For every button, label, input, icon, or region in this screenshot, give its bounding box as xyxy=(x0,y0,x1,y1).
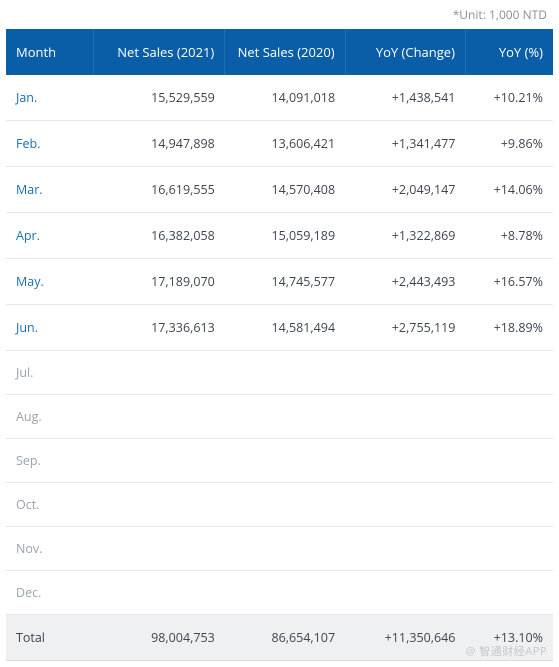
cell-value: 14,745,577 xyxy=(225,259,345,305)
table-row: Jul. xyxy=(6,351,553,395)
cell-value xyxy=(465,483,553,527)
col-yoy-change: YoY (Change) xyxy=(345,29,465,75)
cell-value: 17,189,070 xyxy=(94,259,225,305)
cell-value: 17,336,613 xyxy=(94,305,225,351)
cell-value xyxy=(345,571,465,615)
cell-month: Oct. xyxy=(6,483,94,527)
cell-value xyxy=(94,571,225,615)
cell-value xyxy=(345,483,465,527)
cell-month: Jun. xyxy=(6,305,94,351)
cell-value xyxy=(94,483,225,527)
cell-value: 14,947,898 xyxy=(94,121,225,167)
cell-value: +16.57% xyxy=(465,259,553,305)
cell-value xyxy=(225,483,345,527)
cell-value xyxy=(225,395,345,439)
table-row: May.17,189,07014,745,577+2,443,493+16.57… xyxy=(6,259,553,305)
table-row: Apr.16,382,05815,059,189+1,322,869+8.78% xyxy=(6,213,553,259)
table-header-row: Month Net Sales (2021) Net Sales (2020) … xyxy=(6,29,553,75)
cell-value xyxy=(345,527,465,571)
sales-table: Month Net Sales (2021) Net Sales (2020) … xyxy=(6,29,553,661)
cell-value: +1,438,541 xyxy=(345,75,465,121)
cell-value: 16,619,555 xyxy=(94,167,225,213)
cell-value: 14,091,018 xyxy=(225,75,345,121)
cell-value: +8.78% xyxy=(465,213,553,259)
cell-value xyxy=(465,351,553,395)
table-row: Mar.16,619,55514,570,408+2,049,147+14.06… xyxy=(6,167,553,213)
cell-value: +18.89% xyxy=(465,305,553,351)
cell-value: 16,382,058 xyxy=(94,213,225,259)
cell-value xyxy=(345,395,465,439)
cell-value xyxy=(345,439,465,483)
cell-value: +10.21% xyxy=(465,75,553,121)
cell-value: 13,606,421 xyxy=(225,121,345,167)
cell-month: Sep. xyxy=(6,439,94,483)
cell-month: Feb. xyxy=(6,121,94,167)
cell-month: Aug. xyxy=(6,395,94,439)
cell-value xyxy=(465,527,553,571)
cell-month: Nov. xyxy=(6,527,94,571)
cell-month: Apr. xyxy=(6,213,94,259)
table-row: Sep. xyxy=(6,439,553,483)
cell-value: +1,322,869 xyxy=(345,213,465,259)
cell-value xyxy=(94,395,225,439)
col-month: Month xyxy=(6,29,94,75)
cell-month: Dec. xyxy=(6,571,94,615)
cell-month: Jan. xyxy=(6,75,94,121)
cell-value xyxy=(465,571,553,615)
cell-value: +2,049,147 xyxy=(345,167,465,213)
table-total-row: Total98,004,75386,654,107+11,350,646+13.… xyxy=(6,615,553,661)
cell-value: 15,059,189 xyxy=(225,213,345,259)
cell-value xyxy=(94,527,225,571)
cell-value xyxy=(225,439,345,483)
cell-value xyxy=(465,395,553,439)
cell-value: +1,341,477 xyxy=(345,121,465,167)
cell-value: +9.86% xyxy=(465,121,553,167)
cell-value: +14.06% xyxy=(465,167,553,213)
table-row: Jun.17,336,61314,581,494+2,755,119+18.89… xyxy=(6,305,553,351)
table-row: Nov. xyxy=(6,527,553,571)
cell-value: 15,529,559 xyxy=(94,75,225,121)
cell-value: 14,570,408 xyxy=(225,167,345,213)
cell-total-value: +11,350,646 xyxy=(345,615,465,661)
cell-value xyxy=(94,439,225,483)
cell-month: May. xyxy=(6,259,94,305)
cell-value: 14,581,494 xyxy=(225,305,345,351)
table-row: Oct. xyxy=(6,483,553,527)
table-row: Aug. xyxy=(6,395,553,439)
table-row: Feb.14,947,89813,606,421+1,341,477+9.86% xyxy=(6,121,553,167)
cell-value xyxy=(225,571,345,615)
unit-note: *Unit: 1,000 NTD xyxy=(6,4,553,29)
col-netsales20: Net Sales (2020) xyxy=(225,29,345,75)
cell-total-value: 86,654,107 xyxy=(225,615,345,661)
cell-total-value: +13.10% xyxy=(465,615,553,661)
cell-value xyxy=(225,527,345,571)
cell-value xyxy=(225,351,345,395)
table-row: Jan.15,529,55914,091,018+1,438,541+10.21… xyxy=(6,75,553,121)
table-row: Dec. xyxy=(6,571,553,615)
col-netsales21: Net Sales (2021) xyxy=(94,29,225,75)
cell-value: +2,755,119 xyxy=(345,305,465,351)
cell-value xyxy=(94,351,225,395)
col-yoy-pct: YoY (%) xyxy=(465,29,553,75)
cell-total-value: 98,004,753 xyxy=(94,615,225,661)
cell-value xyxy=(465,439,553,483)
cell-total-label: Total xyxy=(6,615,94,661)
cell-value xyxy=(345,351,465,395)
cell-month: Mar. xyxy=(6,167,94,213)
cell-value: +2,443,493 xyxy=(345,259,465,305)
cell-month: Jul. xyxy=(6,351,94,395)
